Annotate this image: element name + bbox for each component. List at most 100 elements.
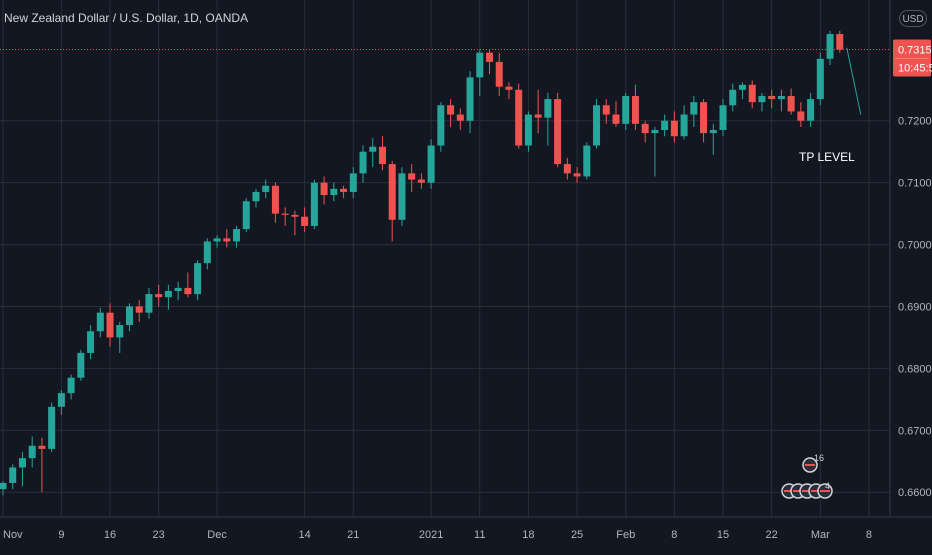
candle[interactable] xyxy=(602,99,610,124)
candle[interactable] xyxy=(544,92,552,146)
candle[interactable] xyxy=(437,102,445,152)
candle[interactable] xyxy=(554,92,562,168)
candle[interactable] xyxy=(0,481,7,496)
candle[interactable] xyxy=(807,92,815,127)
candle[interactable] xyxy=(388,160,396,242)
candle[interactable] xyxy=(534,89,542,134)
candle[interactable] xyxy=(48,402,56,452)
candle[interactable] xyxy=(38,437,46,493)
candle[interactable] xyxy=(359,145,367,183)
candle[interactable] xyxy=(9,464,17,490)
candles[interactable] xyxy=(0,30,844,496)
candle[interactable] xyxy=(816,52,824,106)
candle[interactable] xyxy=(631,84,639,131)
candle[interactable] xyxy=(787,88,795,115)
candle[interactable] xyxy=(291,210,299,236)
candle[interactable] xyxy=(281,207,289,226)
candle[interactable] xyxy=(670,111,678,143)
candle[interactable] xyxy=(116,321,124,353)
candle[interactable] xyxy=(661,114,669,137)
candle-body xyxy=(233,229,241,242)
candle[interactable] xyxy=(18,451,26,487)
tp-level-annotation[interactable]: TP LEVEL xyxy=(799,150,855,164)
candle[interactable] xyxy=(194,260,202,301)
candle[interactable] xyxy=(797,102,805,127)
candle[interactable] xyxy=(456,108,464,131)
candle[interactable] xyxy=(777,89,785,112)
candle[interactable] xyxy=(242,198,250,233)
candle[interactable] xyxy=(748,80,756,109)
candle[interactable] xyxy=(826,30,834,66)
candle[interactable] xyxy=(301,207,309,233)
candle[interactable] xyxy=(174,281,182,301)
candle[interactable] xyxy=(125,303,133,332)
candle[interactable] xyxy=(651,126,659,177)
time-axis[interactable]: Nov 9 16 23 Dec 14 21 2021 11 18 25 Feb 8 15 22 Mar 8 xyxy=(0,516,932,541)
candle[interactable] xyxy=(729,83,737,112)
candle[interactable] xyxy=(223,229,231,248)
candle[interactable] xyxy=(408,164,416,192)
candle[interactable] xyxy=(378,136,386,171)
candle[interactable] xyxy=(700,99,708,143)
candle[interactable] xyxy=(106,303,114,347)
candle[interactable] xyxy=(690,95,698,127)
candle[interactable] xyxy=(262,179,270,199)
candle[interactable] xyxy=(57,390,65,415)
candle[interactable] xyxy=(573,167,581,183)
candle[interactable] xyxy=(145,287,153,319)
candle[interactable] xyxy=(583,142,591,180)
candle[interactable] xyxy=(252,188,260,208)
candle[interactable] xyxy=(155,284,163,307)
candle[interactable] xyxy=(738,82,746,100)
candle[interactable] xyxy=(349,167,357,199)
candle[interactable] xyxy=(495,52,503,96)
candle[interactable] xyxy=(719,99,727,137)
candle[interactable] xyxy=(310,179,318,230)
candle[interactable] xyxy=(768,89,776,109)
candle[interactable] xyxy=(135,300,143,322)
candle[interactable] xyxy=(758,92,766,112)
candle[interactable] xyxy=(836,30,844,53)
candle[interactable] xyxy=(427,139,435,189)
candle[interactable] xyxy=(77,349,85,381)
candle[interactable] xyxy=(203,238,211,270)
candle[interactable] xyxy=(447,99,455,127)
candle[interactable] xyxy=(28,436,36,468)
candle[interactable] xyxy=(67,374,75,400)
candle[interactable] xyxy=(233,225,241,248)
avatar-marker[interactable] xyxy=(817,483,833,499)
candle[interactable] xyxy=(563,157,571,180)
candle[interactable] xyxy=(622,92,630,131)
tp-drawing-line[interactable] xyxy=(846,47,862,115)
candle[interactable] xyxy=(330,182,338,202)
candle[interactable] xyxy=(96,307,104,338)
idea-markers[interactable]: 16 4 xyxy=(781,453,833,499)
candle[interactable] xyxy=(184,272,192,298)
candle[interactable] xyxy=(398,167,406,226)
candle[interactable] xyxy=(320,176,328,205)
candle[interactable] xyxy=(641,120,649,143)
candle[interactable] xyxy=(164,284,172,310)
candle[interactable] xyxy=(213,235,221,248)
candle[interactable] xyxy=(466,71,474,134)
candle-body xyxy=(398,173,406,220)
candle[interactable] xyxy=(271,182,279,223)
candle[interactable] xyxy=(340,185,348,199)
candle[interactable] xyxy=(593,99,601,149)
currency-button[interactable]: USD xyxy=(899,10,927,27)
candle[interactable] xyxy=(505,82,513,100)
candle[interactable] xyxy=(476,49,484,96)
candle[interactable] xyxy=(680,105,688,140)
candle[interactable] xyxy=(709,123,717,155)
candle[interactable] xyxy=(87,325,95,360)
candle[interactable] xyxy=(369,138,377,168)
candle[interactable] xyxy=(515,83,523,149)
avatar-marker[interactable] xyxy=(802,457,818,473)
candle[interactable] xyxy=(524,111,532,152)
candle[interactable] xyxy=(486,49,493,75)
candle[interactable] xyxy=(612,100,620,127)
candle[interactable] xyxy=(417,173,425,189)
